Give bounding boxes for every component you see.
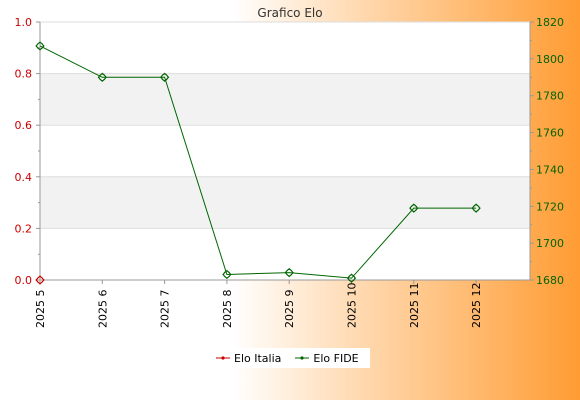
x-tick-label: 2025 11 <box>408 283 421 329</box>
left-tick-label: 0.4 <box>15 171 33 184</box>
series-point-ring <box>472 204 480 212</box>
series-point-ring <box>98 73 106 81</box>
x-tick-label: 2025 9 <box>283 290 296 329</box>
grid-band <box>40 73 530 126</box>
grid-band <box>40 176 530 229</box>
legend-item-elo-fide: Elo FIDE <box>295 351 359 365</box>
right-tick-label: 1740 <box>536 163 564 176</box>
right-tick-label: 1680 <box>536 274 564 287</box>
x-tick-label: 2025 12 <box>470 283 483 329</box>
left-tick-label: 0.2 <box>15 222 33 235</box>
right-tick-label: 1720 <box>536 200 564 213</box>
right-tick-label: 1780 <box>536 90 564 103</box>
x-tick-label: 2025 6 <box>96 290 109 329</box>
left-tick-label: 0.0 <box>15 274 33 287</box>
legend-item-elo-italia: Elo Italia <box>216 352 281 365</box>
x-tick-label: 2025 7 <box>159 290 172 329</box>
chart-title: Grafico Elo <box>257 6 322 20</box>
series-line-elo-fide <box>39 45 477 279</box>
left-tick-label: 0.6 <box>15 119 33 132</box>
series-point-ring <box>285 269 293 277</box>
right-tick-label: 1820 <box>536 16 564 29</box>
right-tick-label: 1760 <box>536 127 564 140</box>
left-tick-label: 0.8 <box>15 68 33 81</box>
series-point-ring <box>410 204 418 212</box>
x-tick-label: 2025 8 <box>221 290 234 329</box>
legend-label-elo-italia: Elo Italia <box>234 351 282 365</box>
left-tick-label: 1.0 <box>15 16 33 29</box>
series-point-ring <box>347 274 356 282</box>
x-tick-label: 2025 5 <box>34 290 47 329</box>
x-tick-label: 2025 10 <box>346 283 359 329</box>
series-point-ring <box>36 42 44 50</box>
right-tick-label: 1700 <box>536 237 564 250</box>
chart-legend: Elo Italia Elo FIDE <box>210 348 370 368</box>
series-point-ring <box>161 73 169 81</box>
plot-background <box>40 22 530 280</box>
right-tick-label: 1800 <box>536 53 564 66</box>
legend-swatch-green-icon <box>295 356 310 360</box>
legend-label-elo-fide: Elo FIDE <box>313 351 359 365</box>
legend-swatch-red-icon <box>216 356 230 360</box>
series-point-ring <box>36 276 44 284</box>
series-point-ring <box>223 270 231 279</box>
